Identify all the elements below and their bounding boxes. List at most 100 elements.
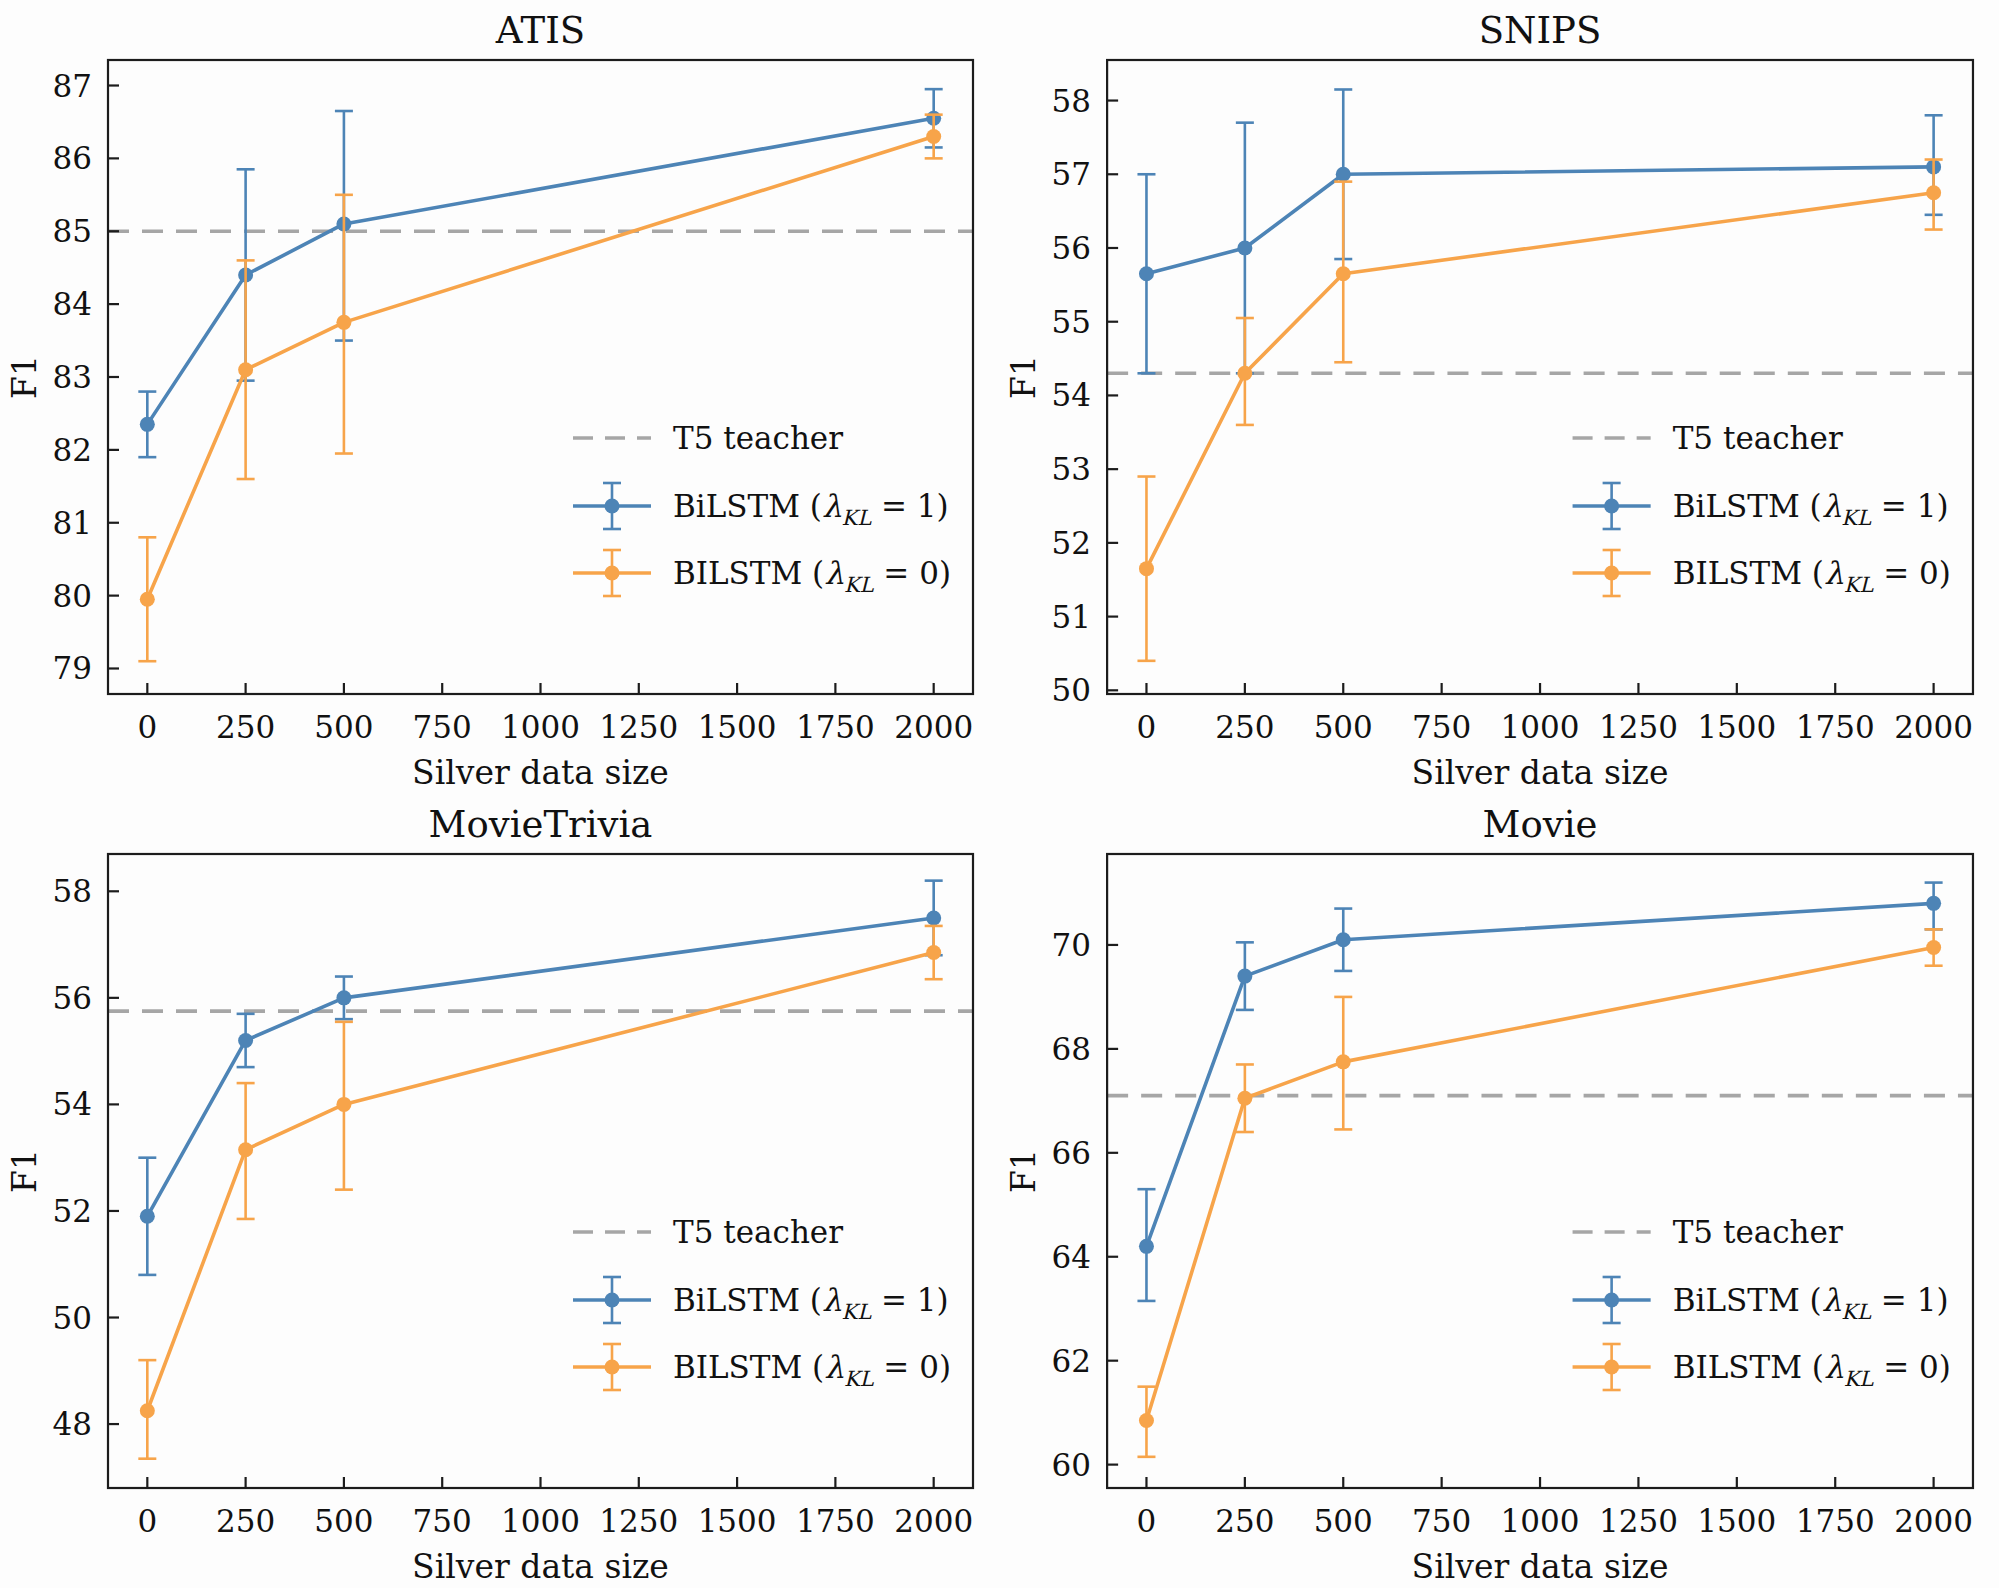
x-tick-label: 1500: [698, 709, 777, 745]
legend-series-label: BILSTM (λKL = 0): [1673, 1349, 1951, 1391]
legend-series-marker: [1604, 499, 1619, 514]
x-tick-label: 1250: [1599, 1503, 1678, 1539]
x-tick-label: 1500: [1697, 1503, 1776, 1539]
y-tick-label: 52: [53, 1193, 92, 1229]
chart-title: Movie: [1483, 803, 1598, 846]
chart-background: [0, 794, 999, 1588]
x-tick-label: 1750: [1796, 709, 1875, 745]
y-tick-label: 58: [53, 873, 92, 909]
x-tick-label: 1000: [1501, 709, 1580, 745]
data-point-marker: [1237, 1091, 1252, 1106]
x-tick-label: 750: [413, 1503, 472, 1539]
data-point-marker: [1237, 240, 1252, 255]
y-tick-label: 79: [53, 650, 92, 686]
data-point-marker: [926, 945, 941, 960]
legend-series-marker: [1604, 1360, 1619, 1375]
chart-snips-canvas: 0250500750100012501500175020005051525354…: [999, 0, 1999, 794]
data-point-marker: [1336, 266, 1351, 281]
x-tick-label: 1500: [1697, 709, 1776, 745]
y-axis-label: F1: [1004, 1149, 1043, 1193]
x-tick-label: 1250: [599, 1503, 678, 1539]
x-axis-label: Silver data size: [412, 1547, 669, 1586]
x-tick-label: 1750: [1796, 1503, 1875, 1539]
y-tick-label: 57: [1052, 156, 1091, 192]
y-tick-label: 86: [53, 140, 92, 176]
legend-series-label: BILSTM (λKL = 0): [673, 555, 951, 597]
chart-movie-canvas: 0250500750100012501500175020006062646668…: [999, 794, 1999, 1588]
chart-title: MovieTrivia: [429, 803, 653, 846]
y-tick-label: 84: [53, 286, 92, 322]
chart-background: [0, 0, 999, 794]
y-axis-label: F1: [1004, 355, 1043, 399]
x-tick-label: 2000: [894, 709, 973, 745]
x-tick-label: 2000: [894, 1503, 973, 1539]
y-tick-label: 80: [53, 578, 92, 614]
chart-background: [999, 794, 1999, 1588]
y-axis-label: F1: [5, 1149, 44, 1193]
x-tick-label: 1000: [501, 1503, 580, 1539]
y-tick-label: 48: [53, 1406, 92, 1442]
x-tick-label: 500: [314, 1503, 373, 1539]
x-axis-label: Silver data size: [412, 753, 669, 792]
x-tick-label: 2000: [1894, 709, 1973, 745]
y-tick-label: 52: [1052, 525, 1091, 561]
legend-teacher-label: T5 teacher: [1673, 1214, 1843, 1250]
legend-series-marker: [1604, 1293, 1619, 1308]
chart-title: ATIS: [495, 9, 585, 52]
data-point-marker: [238, 362, 253, 377]
data-point-marker: [1139, 266, 1154, 281]
y-tick-label: 82: [53, 432, 92, 468]
legend-series-label: BiLSTM (λKL = 1): [1673, 1282, 1949, 1324]
y-tick-label: 68: [1052, 1031, 1091, 1067]
y-tick-label: 70: [1052, 927, 1091, 963]
y-tick-label: 50: [53, 1300, 92, 1336]
chart-movie: 0250500750100012501500175020006062646668…: [999, 794, 1999, 1588]
x-tick-label: 1000: [1501, 1503, 1580, 1539]
data-point-marker: [140, 592, 155, 607]
x-axis-label: Silver data size: [1412, 1547, 1669, 1586]
data-point-marker: [336, 315, 351, 330]
data-point-marker: [140, 1209, 155, 1224]
data-point-marker: [140, 1403, 155, 1418]
data-point-marker: [238, 1142, 253, 1157]
data-point-marker: [1336, 932, 1351, 947]
x-tick-label: 1250: [599, 709, 678, 745]
legend-series-marker: [605, 566, 620, 581]
y-tick-label: 56: [53, 980, 92, 1016]
y-tick-label: 54: [1052, 377, 1091, 413]
x-tick-label: 2000: [1894, 1503, 1973, 1539]
chart-atis: 0250500750100012501500175020007980818283…: [0, 0, 999, 794]
x-tick-label: 250: [216, 709, 275, 745]
chart-background: [999, 0, 1999, 794]
x-tick-label: 500: [314, 709, 373, 745]
y-tick-label: 81: [53, 505, 92, 541]
x-tick-label: 750: [413, 709, 472, 745]
data-point-marker: [1926, 896, 1941, 911]
data-point-marker: [336, 1097, 351, 1112]
data-point-marker: [1926, 940, 1941, 955]
x-tick-label: 0: [1137, 709, 1157, 745]
y-tick-label: 62: [1052, 1343, 1091, 1379]
x-tick-label: 1500: [698, 1503, 777, 1539]
y-axis-label: F1: [5, 355, 44, 399]
x-tick-label: 1250: [1599, 709, 1678, 745]
legend-series-marker: [605, 499, 620, 514]
y-tick-label: 87: [53, 68, 92, 104]
y-tick-label: 55: [1052, 304, 1091, 340]
legend-series-marker: [605, 1360, 620, 1375]
legend-series-label: BILSTM (λKL = 0): [1673, 555, 1951, 597]
chart-atis-canvas: 0250500750100012501500175020007980818283…: [0, 0, 999, 794]
x-tick-label: 750: [1412, 1503, 1471, 1539]
legend-series-label: BiLSTM (λKL = 1): [1673, 488, 1949, 530]
x-tick-label: 500: [1314, 1503, 1373, 1539]
data-point-marker: [238, 1033, 253, 1048]
legend-series-label: BiLSTM (λKL = 1): [673, 488, 949, 530]
data-point-marker: [1139, 1413, 1154, 1428]
x-tick-label: 1000: [501, 709, 580, 745]
data-point-marker: [1139, 561, 1154, 576]
x-tick-label: 0: [137, 1503, 157, 1539]
data-point-marker: [1336, 167, 1351, 182]
y-tick-label: 60: [1052, 1447, 1091, 1483]
y-tick-label: 56: [1052, 230, 1091, 266]
x-tick-label: 1750: [796, 709, 875, 745]
